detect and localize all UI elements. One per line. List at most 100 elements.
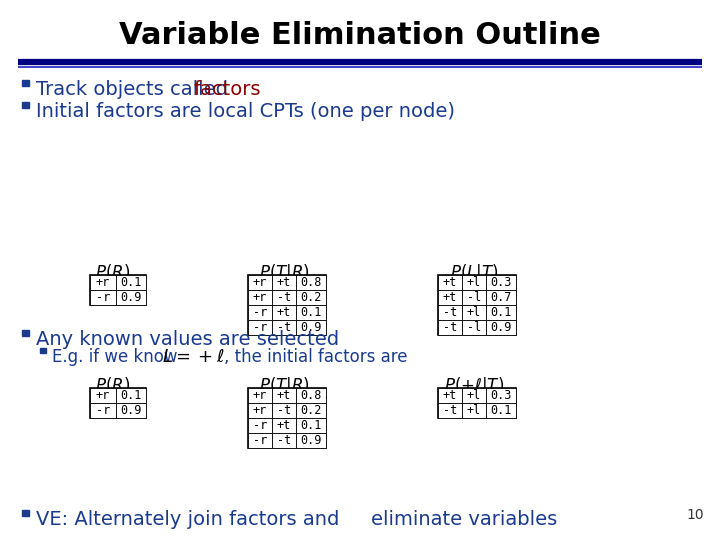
Text: Initial factors are local CPTs (one per node): Initial factors are local CPTs (one per … (36, 102, 455, 121)
Text: -t: -t (443, 321, 457, 334)
Bar (22, 80, 29, 86)
Text: +r: +r (96, 276, 110, 289)
Bar (486, 388, 516, 403)
Text: VE: Alternately join factors and: VE: Alternately join factors and (36, 510, 346, 529)
Bar (486, 290, 516, 305)
Text: +r: +r (253, 404, 267, 417)
Bar (248, 320, 272, 335)
Bar (248, 290, 272, 305)
Bar (296, 275, 326, 290)
Bar (248, 275, 326, 335)
Text: -t: -t (277, 321, 291, 334)
Text: +t: +t (277, 389, 291, 402)
Bar (462, 403, 486, 418)
Bar (462, 275, 486, 290)
Bar (462, 388, 486, 403)
Text: E.g. if we know: E.g. if we know (52, 348, 183, 366)
Text: +t: +t (277, 306, 291, 319)
Bar (272, 433, 296, 448)
Text: +l: +l (467, 404, 481, 417)
Text: -r: -r (96, 404, 110, 417)
Bar (272, 388, 296, 403)
Bar (438, 275, 462, 290)
Text: 0.1: 0.1 (300, 306, 322, 319)
Bar (248, 305, 272, 320)
Text: -t: -t (443, 306, 457, 319)
Bar (462, 320, 486, 335)
Text: Any known values are selected: Any known values are selected (36, 330, 339, 349)
Bar (248, 275, 272, 290)
Bar (248, 388, 326, 448)
Text: 0.1: 0.1 (120, 389, 142, 402)
Text: $P(R)$: $P(R)$ (96, 262, 130, 282)
Bar (438, 275, 516, 335)
Text: 0.9: 0.9 (300, 434, 322, 447)
Text: $P(+\ell|T)$: $P(+\ell|T)$ (444, 375, 504, 397)
Text: -r: -r (253, 306, 267, 319)
Bar (296, 403, 326, 418)
Bar (116, 388, 146, 403)
Bar (22, 510, 29, 516)
Bar (90, 275, 146, 305)
Bar (486, 305, 516, 320)
Text: 0.3: 0.3 (490, 276, 512, 289)
Text: +l: +l (467, 276, 481, 289)
Bar (438, 320, 462, 335)
Text: -t: -t (277, 291, 291, 304)
Bar (272, 290, 296, 305)
Bar (438, 403, 462, 418)
Bar (272, 275, 296, 290)
Text: 0.1: 0.1 (120, 276, 142, 289)
Text: 0.9: 0.9 (120, 291, 142, 304)
Text: eliminate variables: eliminate variables (371, 510, 557, 529)
Bar (296, 290, 326, 305)
Bar (22, 330, 29, 336)
Text: 0.3: 0.3 (490, 389, 512, 402)
Text: 0.9: 0.9 (120, 404, 142, 417)
Text: $L = +\ell$: $L = +\ell$ (162, 348, 225, 366)
Text: 0.9: 0.9 (300, 321, 322, 334)
Text: +t: +t (443, 291, 457, 304)
Text: Variable Elimination Outline: Variable Elimination Outline (119, 21, 601, 50)
Bar (486, 403, 516, 418)
Bar (438, 290, 462, 305)
Text: 0.1: 0.1 (490, 306, 512, 319)
Bar (248, 403, 272, 418)
Bar (90, 275, 116, 290)
Text: 0.2: 0.2 (300, 291, 322, 304)
Text: Track objects called: Track objects called (36, 80, 234, 99)
Text: 0.8: 0.8 (300, 276, 322, 289)
Text: $P(T|R)$: $P(T|R)$ (258, 262, 310, 284)
Bar (462, 305, 486, 320)
Bar (296, 388, 326, 403)
Text: 0.1: 0.1 (300, 419, 322, 432)
Text: +r: +r (253, 291, 267, 304)
Text: -r: -r (253, 434, 267, 447)
Text: -l: -l (467, 321, 481, 334)
Bar (40, 348, 46, 353)
Text: , the initial factors are: , the initial factors are (224, 348, 408, 366)
Text: -t: -t (277, 404, 291, 417)
Bar (248, 418, 272, 433)
Bar (486, 320, 516, 335)
Bar (296, 418, 326, 433)
Text: +r: +r (96, 389, 110, 402)
Bar (272, 403, 296, 418)
Text: -r: -r (96, 291, 110, 304)
Bar (296, 320, 326, 335)
Text: -t: -t (443, 404, 457, 417)
Text: +t: +t (443, 389, 457, 402)
Bar (462, 290, 486, 305)
Text: +l: +l (467, 306, 481, 319)
Bar (486, 275, 516, 290)
Bar (272, 418, 296, 433)
Bar (248, 388, 272, 403)
Text: -l: -l (467, 291, 481, 304)
Text: 0.8: 0.8 (300, 389, 322, 402)
Text: +l: +l (467, 389, 481, 402)
Text: 0.7: 0.7 (490, 291, 512, 304)
Text: 10: 10 (686, 508, 704, 522)
Bar (90, 403, 116, 418)
Bar (272, 320, 296, 335)
Text: $P(L|T)$: $P(L|T)$ (450, 262, 498, 284)
